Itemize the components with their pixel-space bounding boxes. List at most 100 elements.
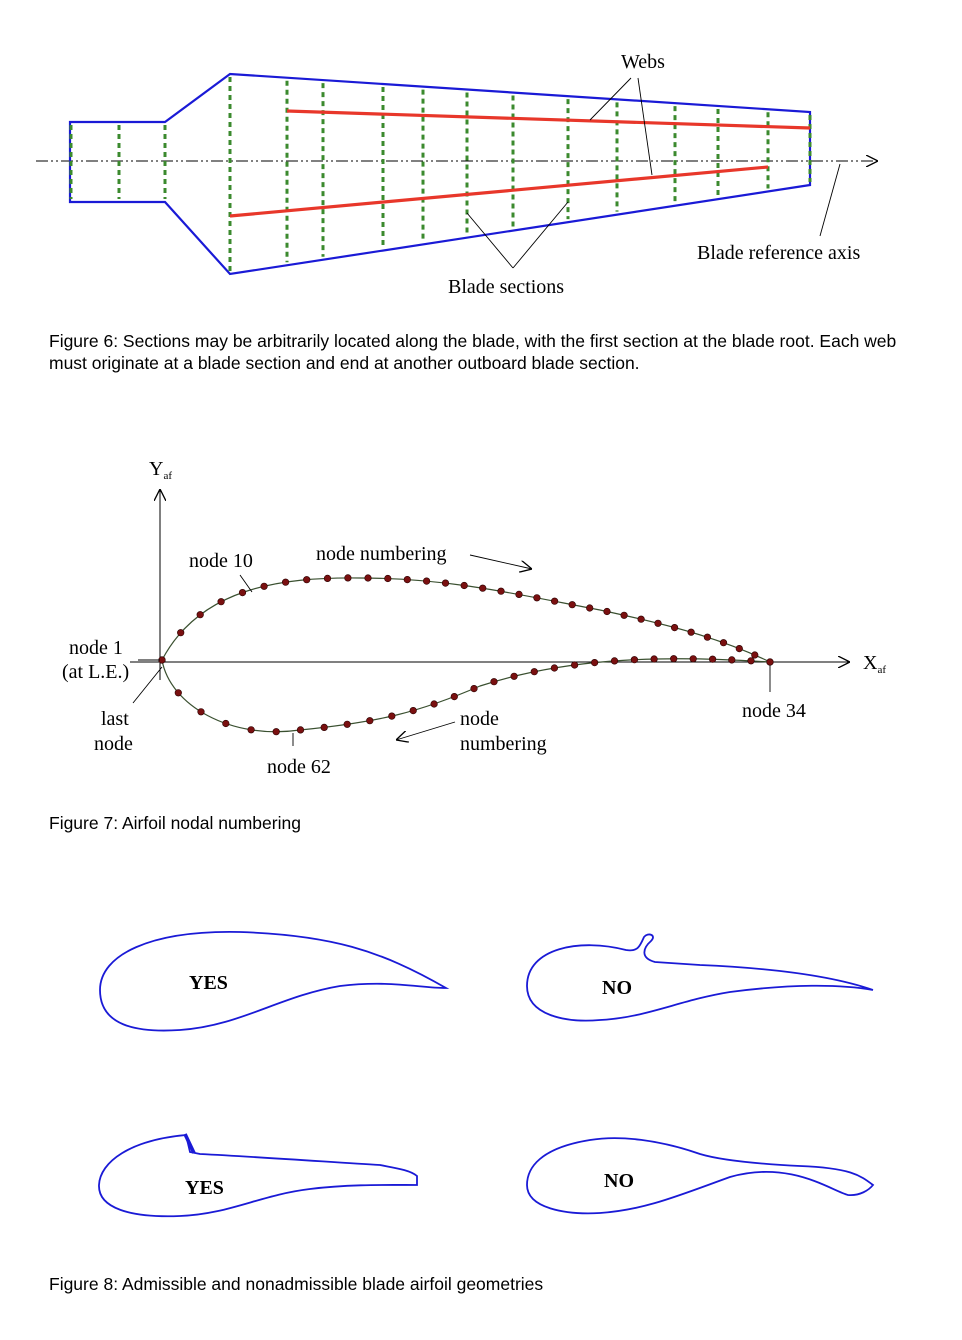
last-node-label-2: node <box>94 733 133 755</box>
y-axis-label: Yaf <box>149 458 172 482</box>
figure-6-caption: Figure 6: Sections may be arbitrarily lo… <box>49 331 897 373</box>
webs-leader-1 <box>589 77 632 121</box>
upper-node-2 <box>177 629 185 637</box>
lower-node-15 <box>470 684 478 693</box>
upper-node-26 <box>637 615 645 623</box>
lower-node-3 <box>197 708 205 716</box>
lower-node-22 <box>610 657 619 665</box>
upper-node-12 <box>384 574 392 583</box>
lower-node-18 <box>530 668 538 676</box>
upper-node-4 <box>217 598 225 606</box>
numbering-upper-arrow <box>469 554 532 569</box>
upper-node-24 <box>603 607 611 616</box>
lower-node-5 <box>247 726 255 734</box>
webs-label: Webs <box>621 51 665 73</box>
verdict-no-2: NO <box>604 1170 634 1192</box>
airfoil-yes-2-tab <box>183 1133 196 1154</box>
upper-node-28 <box>670 623 679 632</box>
x-axis-label: Xaf <box>863 652 886 676</box>
upper-node-23 <box>586 604 594 612</box>
lower-node-30 <box>766 658 774 666</box>
last-node-leader <box>132 666 163 704</box>
upper-node-6 <box>260 582 268 590</box>
web-lower <box>229 165 769 218</box>
last-node-label-1: last <box>101 708 129 730</box>
upper-node-15 <box>441 579 450 587</box>
lower-node-17 <box>510 672 518 680</box>
lower-node-6 <box>272 728 280 736</box>
verdict-yes-2: YES <box>185 1177 224 1199</box>
lower-node-19 <box>550 664 559 672</box>
blade-sections-label: Blade sections <box>448 276 564 298</box>
numbering-lower-label-1: node <box>460 708 499 730</box>
upper-node-18 <box>497 587 505 595</box>
upper-node-29 <box>687 628 695 636</box>
node1-label-2: (at L.E.) <box>62 661 129 683</box>
airfoil-no-1 <box>526 933 874 1022</box>
upper-node-27 <box>654 619 662 627</box>
figure-7-caption: Figure 7: Airfoil nodal numbering <box>49 813 301 833</box>
sections-leader-1 <box>466 212 514 269</box>
upper-node-3 <box>196 611 204 619</box>
upper-node-5 <box>238 588 247 597</box>
upper-node-14 <box>423 577 431 585</box>
web-upper <box>286 109 811 130</box>
upper-node-25 <box>620 611 628 619</box>
sections-leader-2 <box>512 201 569 269</box>
blade-sections <box>69 77 812 271</box>
lower-node-12 <box>409 706 417 715</box>
axis-leader <box>819 163 841 237</box>
upper-node-17 <box>479 584 487 592</box>
node1-label-1: node 1 <box>69 637 123 659</box>
lower-node-26 <box>689 655 697 663</box>
upper-node-22 <box>568 601 576 609</box>
figure-8: YES NO YES NO <box>98 931 875 1218</box>
blade-reference-axis-label: Blade reference axis <box>697 242 860 264</box>
node10-label: node 10 <box>189 550 253 572</box>
figure-7: Yaf Xaf node 10 node numbering node 1 (a… <box>62 458 886 778</box>
blade-outline <box>68 72 812 276</box>
node34-label: node 34 <box>742 700 806 722</box>
lower-node-9 <box>343 720 351 728</box>
lower-node-23 <box>630 656 639 664</box>
verdict-no-1: NO <box>602 977 632 999</box>
airfoil-no-2 <box>526 1137 875 1215</box>
upper-node-8 <box>303 576 311 584</box>
numbering-lower-label-2: numbering <box>460 733 547 755</box>
lower-node-14 <box>450 692 458 701</box>
lower-node-4 <box>222 719 230 728</box>
airfoil-yes-2 <box>98 1134 418 1218</box>
upper-node-7 <box>282 578 290 586</box>
upper-node-21 <box>550 597 559 605</box>
lower-node-10 <box>366 717 374 725</box>
airfoil-upper-surface <box>161 577 771 663</box>
node10-leader <box>239 574 253 593</box>
lower-node-20 <box>570 661 579 669</box>
lower-node-29 <box>747 657 755 665</box>
lower-node-21 <box>590 658 599 667</box>
lower-node-24 <box>650 655 658 663</box>
webs-leader-2 <box>637 77 653 176</box>
lower-node-13 <box>430 700 438 708</box>
lower-node-28 <box>728 656 736 664</box>
upper-node-19 <box>515 590 523 599</box>
figure-8-caption: Figure 8: Admissible and nonadmissible b… <box>49 1274 544 1294</box>
airfoil-yes-1 <box>99 931 450 1032</box>
node62-label: node 62 <box>267 756 331 778</box>
verdict-yes-1: YES <box>189 972 228 994</box>
upper-node-9 <box>323 574 332 583</box>
upper-node-33 <box>751 651 759 659</box>
lower-node-2 <box>174 689 182 697</box>
figure-6: Webs Blade reference axis Blade sections <box>36 51 878 298</box>
upper-node-10 <box>344 574 352 582</box>
upper-node-32 <box>735 644 743 653</box>
lower-node-27 <box>708 655 717 663</box>
lower-node-16 <box>490 678 498 686</box>
upper-node-16 <box>460 581 468 590</box>
numbering-lower-arrow <box>396 721 456 740</box>
lower-node-7 <box>296 726 305 734</box>
lower-node-11 <box>388 712 396 720</box>
lower-node-8 <box>320 723 328 732</box>
upper-node-20 <box>533 594 541 602</box>
